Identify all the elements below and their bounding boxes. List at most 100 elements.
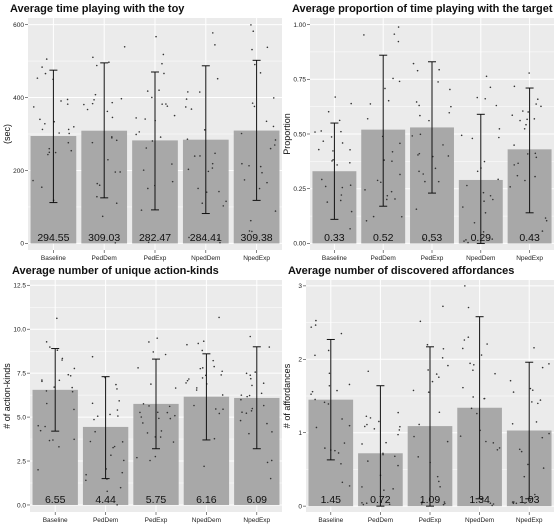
data-point — [366, 117, 369, 120]
data-point — [186, 379, 189, 382]
data-point — [211, 162, 214, 165]
data-point — [486, 343, 488, 345]
data-point — [160, 430, 163, 432]
data-point — [338, 119, 341, 122]
data-point — [387, 99, 390, 102]
data-point — [44, 122, 46, 125]
data-point — [483, 160, 486, 163]
data-point — [96, 415, 99, 417]
data-label: 6.09 — [247, 494, 268, 506]
data-point — [249, 374, 252, 377]
data-point — [44, 425, 46, 428]
data-point — [197, 187, 199, 190]
data-point — [47, 153, 49, 156]
data-point — [446, 440, 449, 443]
data-point — [464, 285, 466, 287]
data-point — [150, 383, 152, 385]
data-point — [252, 30, 255, 32]
data-label: 294.55 — [37, 232, 69, 244]
data-point — [39, 118, 41, 121]
data-point — [261, 171, 263, 174]
data-point — [269, 147, 272, 150]
data-point — [246, 395, 248, 398]
x-tick-label: PedExp — [144, 255, 167, 262]
data-point — [529, 499, 532, 502]
chart-panel-4: Average number of discovered affordances… — [282, 265, 554, 524]
data-point — [340, 194, 343, 196]
data-point — [95, 64, 98, 67]
error-bar — [100, 62, 109, 199]
data-point — [369, 417, 372, 419]
data-point — [148, 405, 150, 407]
data-label: 0.53 — [422, 232, 443, 244]
data-point — [447, 155, 450, 157]
chart-title: Average time playing with the toy — [10, 3, 185, 15]
data-point — [165, 103, 167, 105]
data-point — [462, 386, 464, 389]
data-point — [185, 382, 187, 384]
x-tick-label: Baseline — [41, 255, 66, 262]
y-tick-label: 400 — [13, 95, 24, 102]
data-point — [489, 86, 492, 89]
data-point — [367, 460, 369, 462]
data-point — [412, 62, 415, 65]
data-point — [397, 411, 399, 414]
data-point — [70, 149, 73, 152]
data-point — [392, 77, 394, 80]
data-label: 6.16 — [196, 494, 217, 506]
data-point — [416, 69, 419, 72]
data-point — [363, 425, 366, 428]
data-point — [349, 149, 351, 151]
y-axis-label: # of action-kinds — [2, 363, 12, 429]
data-point — [152, 351, 155, 353]
data-point — [199, 155, 201, 157]
data-point — [67, 373, 70, 376]
data-point — [149, 459, 151, 462]
data-point — [67, 128, 70, 131]
data-point — [421, 501, 423, 503]
data-point — [140, 416, 143, 418]
data-point — [397, 40, 400, 43]
data-point — [315, 426, 318, 429]
data-point — [545, 219, 548, 222]
x-tick-label: NpedDem — [192, 517, 221, 524]
data-point — [391, 150, 394, 153]
data-point — [394, 455, 396, 458]
data-point — [173, 114, 176, 117]
data-point — [36, 77, 39, 79]
data-point — [461, 347, 464, 350]
data-point — [340, 332, 343, 335]
data-point — [248, 230, 251, 232]
data-point — [434, 167, 437, 170]
data-point — [418, 152, 421, 155]
data-point — [41, 379, 43, 381]
data-point — [240, 132, 243, 135]
data-point — [394, 198, 396, 200]
data-point — [418, 170, 420, 173]
data-point — [463, 339, 466, 341]
data-point — [388, 503, 391, 506]
data-point — [513, 164, 516, 166]
data-point — [439, 485, 441, 488]
data-point — [397, 464, 399, 467]
y-tick-label: 0 — [20, 241, 24, 248]
chart-panel-3: Average number of unique action-kinds 0.0… — [2, 265, 282, 524]
error-bar — [202, 353, 211, 441]
data-point — [164, 353, 167, 356]
data-point — [187, 91, 189, 93]
data-point — [94, 430, 96, 433]
data-point — [202, 340, 205, 343]
data-point — [158, 417, 160, 420]
data-point — [438, 411, 441, 414]
data-point — [379, 181, 382, 184]
x-tick-label: Baseline — [322, 255, 347, 262]
data-point — [431, 380, 434, 383]
data-point — [485, 440, 487, 443]
data-point — [201, 367, 204, 369]
y-tick-label: 2 — [298, 357, 302, 364]
data-point — [467, 306, 470, 309]
data-point — [37, 424, 40, 427]
data-point — [369, 103, 372, 105]
data-point — [245, 412, 248, 415]
x-tick-label: PedDem — [93, 517, 118, 524]
